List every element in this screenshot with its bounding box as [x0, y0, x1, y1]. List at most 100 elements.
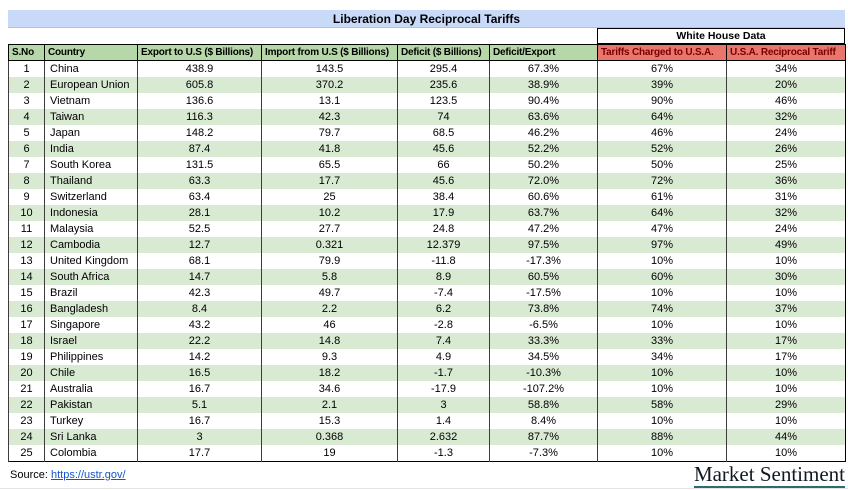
tariffs-charged-cell: 10%: [597, 285, 727, 301]
deficit-cell: 235.6: [397, 77, 490, 93]
deficit-export-cell: 63.7%: [489, 205, 598, 221]
import-cell: 13.1: [261, 93, 398, 109]
import-cell: 14.8: [261, 333, 398, 349]
country-cell: Pakistan: [44, 397, 138, 413]
country-cell: South Korea: [44, 157, 138, 173]
deficit-cell: 12.379: [397, 237, 490, 253]
export-cell: 12.7: [137, 237, 262, 253]
country-cell: Bangladesh: [44, 301, 138, 317]
country-cell: Thailand: [44, 173, 138, 189]
export-cell: 3: [137, 429, 262, 445]
import-cell: 370.2: [261, 77, 398, 93]
import-cell: 2.2: [261, 301, 398, 317]
tariffs-charged-cell: 10%: [597, 253, 727, 269]
table-row: 23 Turkey 16.7 15.3 1.4 8.4% 10% 10%: [8, 413, 846, 429]
reciprocal-tariff-cell: 31%: [726, 189, 846, 205]
reciprocal-tariff-cell: 10%: [726, 317, 846, 333]
country-cell: China: [44, 60, 138, 77]
sno-cell: 15: [8, 285, 45, 301]
reciprocal-tariff-cell: 29%: [726, 397, 846, 413]
sno-cell: 8: [8, 173, 45, 189]
import-cell: 65.5: [261, 157, 398, 173]
reciprocal-tariff-cell: 49%: [726, 237, 846, 253]
tariffs-charged-cell: 88%: [597, 429, 727, 445]
table-row: 1 China 438.9 143.5 295.4 67.3% 67% 34%: [8, 60, 846, 77]
col-header-tariffs-charged: Tariffs Charged to U.S.A.: [597, 44, 727, 61]
export-cell: 136.6: [137, 93, 262, 109]
col-header-import: Import from U.S ($ Billions): [261, 44, 398, 61]
deficit-cell: 1.4: [397, 413, 490, 429]
table-row: 17 Singapore 43.2 46 -2.8 -6.5% 10% 10%: [8, 317, 846, 333]
deficit-cell: 17.9: [397, 205, 490, 221]
country-cell: Switzerland: [44, 189, 138, 205]
country-cell: Colombia: [44, 445, 138, 462]
reciprocal-tariff-cell: 26%: [726, 141, 846, 157]
reciprocal-tariff-cell: 36%: [726, 173, 846, 189]
col-header-reciprocal-tariff: U.S.A. Reciprocal Tariff: [726, 44, 846, 61]
export-cell: 8.4: [137, 301, 262, 317]
country-cell: European Union: [44, 77, 138, 93]
sno-cell: 20: [8, 365, 45, 381]
deficit-export-cell: 47.2%: [489, 221, 598, 237]
export-cell: 28.1: [137, 205, 262, 221]
country-cell: Malaysia: [44, 221, 138, 237]
import-cell: 25: [261, 189, 398, 205]
country-cell: Israel: [44, 333, 138, 349]
sno-cell: 10: [8, 205, 45, 221]
export-cell: 14.7: [137, 269, 262, 285]
country-cell: Philippines: [44, 349, 138, 365]
deficit-cell: 3: [397, 397, 490, 413]
table-row: 2 European Union 605.8 370.2 235.6 38.9% 39% 20…: [8, 77, 846, 93]
country-cell: Turkey: [44, 413, 138, 429]
table-row: 7 South Korea 131.5 65.5 66 50.2% 50% 25%: [8, 157, 846, 173]
deficit-cell: 6.2: [397, 301, 490, 317]
reciprocal-tariff-cell: 10%: [726, 413, 846, 429]
deficit-cell: 66: [397, 157, 490, 173]
tariffs-charged-cell: 64%: [597, 205, 727, 221]
source-link[interactable]: https://ustr.gov/: [50, 469, 126, 481]
table-row: 15 Brazil 42.3 49.7 -7.4 -17.5% 10% 10%: [8, 285, 846, 301]
import-cell: 49.7: [261, 285, 398, 301]
sno-cell: 16: [8, 301, 45, 317]
deficit-cell: 74: [397, 109, 490, 125]
sno-cell: 14: [8, 269, 45, 285]
country-cell: South Africa: [44, 269, 138, 285]
deficit-cell: 38.4: [397, 189, 490, 205]
table-row: 13 United Kingdom 68.1 79.9 -11.8 -17.3% 10% 10…: [8, 253, 846, 269]
export-cell: 16.7: [137, 381, 262, 397]
col-header-sno: S.No: [8, 44, 45, 61]
sno-cell: 5: [8, 125, 45, 141]
col-header-export: Export to U.S ($ Billions): [137, 44, 262, 61]
import-cell: 42.3: [261, 109, 398, 125]
reciprocal-tariff-cell: 10%: [726, 365, 846, 381]
deficit-export-cell: -7.3%: [489, 445, 598, 462]
col-header-deficit-export: Deficit/Export: [489, 44, 598, 61]
export-cell: 87.4: [137, 141, 262, 157]
deficit-export-cell: 58.8%: [489, 397, 598, 413]
reciprocal-tariff-cell: 34%: [726, 60, 846, 77]
col-header-country: Country: [44, 44, 138, 61]
table-row: 21 Australia 16.7 34.6 -17.9 -107.2% 10% 10%: [8, 381, 846, 397]
sno-cell: 24: [8, 429, 45, 445]
export-cell: 52.5: [137, 221, 262, 237]
table-row: 18 Israel 22.2 14.8 7.4 33.3% 33% 17%: [8, 333, 846, 349]
reciprocal-tariff-cell: 17%: [726, 349, 846, 365]
table-row: 16 Bangladesh 8.4 2.2 6.2 73.8% 74% 37%: [8, 301, 846, 317]
import-cell: 79.7: [261, 125, 398, 141]
reciprocal-tariff-cell: 24%: [726, 125, 846, 141]
country-cell: India: [44, 141, 138, 157]
import-cell: 34.6: [261, 381, 398, 397]
deficit-export-cell: 67.3%: [489, 60, 598, 77]
table-row: 19 Philippines 14.2 9.3 4.9 34.5% 34% 17%: [8, 349, 846, 365]
deficit-export-cell: 97.5%: [489, 237, 598, 253]
export-cell: 43.2: [137, 317, 262, 333]
import-cell: 19: [261, 445, 398, 462]
country-cell: Sri Lanka: [44, 429, 138, 445]
reciprocal-tariff-cell: 10%: [726, 285, 846, 301]
table-row: 5 Japan 148.2 79.7 68.5 46.2% 46% 24%: [8, 125, 846, 141]
deficit-export-cell: 63.6%: [489, 109, 598, 125]
reciprocal-tariff-cell: 46%: [726, 93, 846, 109]
sno-cell: 17: [8, 317, 45, 333]
export-cell: 131.5: [137, 157, 262, 173]
country-cell: Australia: [44, 381, 138, 397]
